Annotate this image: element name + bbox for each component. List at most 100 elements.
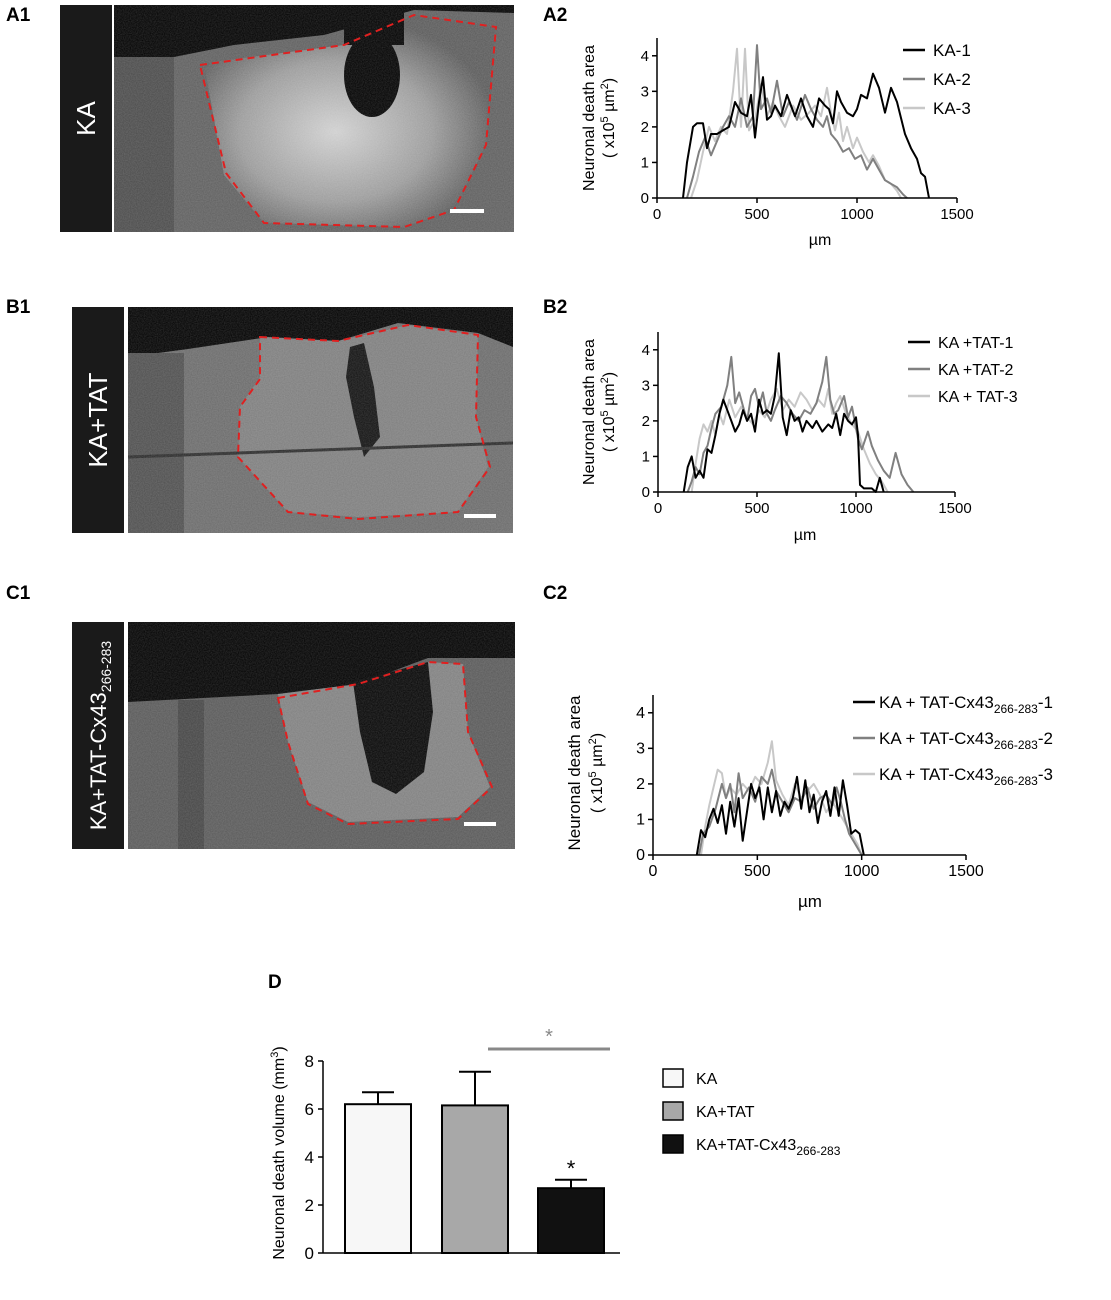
d-legend-swatch-3 — [662, 1134, 684, 1154]
d-legend-label-3: KA+TAT-Cx43266-283 — [696, 1137, 841, 1158]
lesion-outline — [276, 660, 494, 826]
b2-ylabel: Neuronal death area — [581, 339, 598, 485]
b2-y-tick-label: 3 — [642, 377, 650, 394]
b2-x-tick-label: 1000 — [839, 500, 872, 517]
c2-legend-label-3: KA + TAT-Cx43266-283-3 — [879, 765, 1053, 788]
b2-x-tick-label: 500 — [744, 500, 769, 517]
a2-y-tick-label: 0 — [641, 190, 649, 207]
d-legend-label-1: KA — [696, 1071, 718, 1088]
d-legend-label-2: KA+TAT — [696, 1104, 755, 1121]
b2-y-tick-label: 1 — [642, 448, 650, 465]
a2-y-tick-label: 3 — [641, 83, 649, 100]
panel-label-c1: C1 — [6, 583, 31, 604]
d-ylabel: Neuronal death volume (mm3) — [269, 1046, 288, 1259]
a2-series-1-line — [682, 72, 930, 199]
b2-y-tick-label: 2 — [642, 413, 650, 430]
b2-y-tick-label: 4 — [642, 342, 650, 359]
micrograph-ka-svg — [114, 5, 514, 232]
c2-y-tick-label: 3 — [636, 740, 645, 757]
panel-label-b1: B1 — [6, 297, 31, 318]
c2-y-tick-label: 0 — [636, 847, 645, 864]
b2-ylabel-unit: ( x105 µm2) — [599, 372, 618, 452]
c2-x-tick-label: 0 — [649, 863, 658, 880]
lesion-outline — [236, 323, 492, 521]
c2-legend-label-1: KA + TAT-Cx43266-283-1 — [879, 693, 1053, 716]
b2-legend: KA +TAT-1 KA +TAT-2 KA + TAT-3 — [908, 335, 1018, 406]
micrograph-ka — [114, 5, 514, 232]
c2-y-tick-label: 4 — [636, 705, 645, 722]
a2-xlabel: µm — [809, 232, 832, 249]
panel-label-d: D — [268, 972, 282, 993]
d-legend-swatch-1 — [662, 1068, 684, 1088]
d-bar-2 — [441, 1104, 509, 1255]
panel-label-b2: B2 — [543, 297, 568, 318]
b2-legend-label-3: KA + TAT-3 — [938, 389, 1018, 406]
d-y-tick-label: 8 — [305, 1052, 314, 1071]
c2-legend: KA + TAT-Cx43266-283-1 KA + TAT-Cx43266-2… — [853, 693, 1053, 788]
micrograph-ka-tat — [128, 307, 513, 533]
chart-b2: 0 500 1000 1500 0 1 2 3 4 µm Neuronal death area… — [581, 332, 1018, 544]
a2-ylabel: Neuronal death area — [581, 45, 598, 191]
c2-xlabel: µm — [798, 892, 822, 911]
micrograph-ka-tat-cx43 — [128, 622, 515, 849]
side-label-ka: KA — [60, 5, 112, 232]
a2-series-2-line — [686, 44, 908, 199]
c2-x-tick-label: 1000 — [844, 863, 880, 880]
a2-ylabel-unit: ( x105 µm2) — [599, 78, 618, 158]
a2-x-tick-label: 1000 — [840, 206, 873, 223]
a2-legend: KA-1 KA-2 KA-3 — [903, 41, 971, 118]
side-label-ka-tat-text: KA+TAT — [83, 372, 113, 467]
d-y-tick-label: 2 — [305, 1196, 314, 1215]
b2-x-tick-label: 0 — [654, 500, 662, 517]
d-bar-3 — [537, 1187, 605, 1254]
b2-x-tick-label: 1500 — [938, 500, 971, 517]
a2-series-3-line — [690, 47, 902, 199]
c2-ylabel: Neuronal death area — [565, 695, 584, 851]
d-significance-star: * — [567, 1156, 576, 1181]
scale-bar — [464, 822, 496, 826]
a2-y-tick-label: 1 — [641, 154, 649, 171]
lesion-outline — [198, 13, 498, 229]
a2-y-tick-label: 4 — [641, 48, 649, 65]
a2-x-tick-label: 500 — [744, 206, 769, 223]
panel-label-c2: C2 — [543, 583, 568, 604]
b2-legend-label-2: KA +TAT-2 — [938, 362, 1014, 379]
c2-y-tick-label: 1 — [636, 811, 645, 828]
b2-y-tick-label: 0 — [642, 484, 650, 501]
c2-ylabel-unit: ( x105 µm2) — [587, 733, 606, 813]
a2-x-tick-label: 1500 — [940, 206, 973, 223]
significance-bracket-star: * — [545, 1026, 553, 1048]
a2-y-tick-label: 2 — [641, 119, 649, 136]
chart-d: * 0 2 4 6 8 Neuronal death volume (mm3) * KA… — [269, 1026, 841, 1263]
scale-bar — [464, 514, 496, 518]
c2-series-1-line — [695, 775, 865, 856]
c2-x-tick-label: 500 — [744, 863, 771, 880]
c2-y-tick-label: 2 — [636, 776, 645, 793]
a2-x-tick-label: 0 — [653, 206, 661, 223]
c2-x-tick-label: 1500 — [948, 863, 984, 880]
a2-legend-label-3: KA-3 — [933, 99, 971, 118]
b2-series-1-line — [682, 352, 885, 493]
d-y-tick-label: 4 — [305, 1148, 314, 1167]
scale-bar — [450, 209, 484, 213]
micrograph-ka-tat-svg — [128, 307, 513, 533]
a2-legend-label-2: KA-2 — [933, 70, 971, 89]
side-label-ka-text: KA — [71, 101, 101, 136]
side-label-ka-tat: KA+TAT — [72, 307, 124, 533]
d-y-tick-label: 6 — [305, 1100, 314, 1119]
a2-legend-label-1: KA-1 — [933, 41, 971, 60]
panel-label-a2: A2 — [543, 5, 568, 26]
side-label-ka-tat-cx43: KA+TAT-Cx43266-283 — [72, 622, 124, 849]
panel-label-a1: A1 — [6, 5, 31, 26]
side-label-ka-tat-cx43-text: KA+TAT-Cx43266-283 — [86, 641, 114, 831]
d-bar-1 — [344, 1103, 412, 1254]
d-legend: KA KA+TAT KA+TAT-Cx43266-283 — [662, 1068, 841, 1158]
b2-legend-label-1: KA +TAT-1 — [938, 335, 1014, 352]
d-legend-swatch-2 — [662, 1101, 684, 1121]
b2-xlabel: µm — [794, 527, 817, 544]
chart-a2: 0 500 1000 1500 0 1 2 3 4 µm Neuronal death area… — [581, 38, 974, 249]
chart-c2: 0 500 1000 1500 0 1 2 3 4 µm Neuronal death area… — [565, 693, 1053, 911]
c2-legend-label-2: KA + TAT-Cx43266-283-2 — [879, 729, 1053, 752]
d-y-tick-label: 0 — [305, 1244, 314, 1263]
